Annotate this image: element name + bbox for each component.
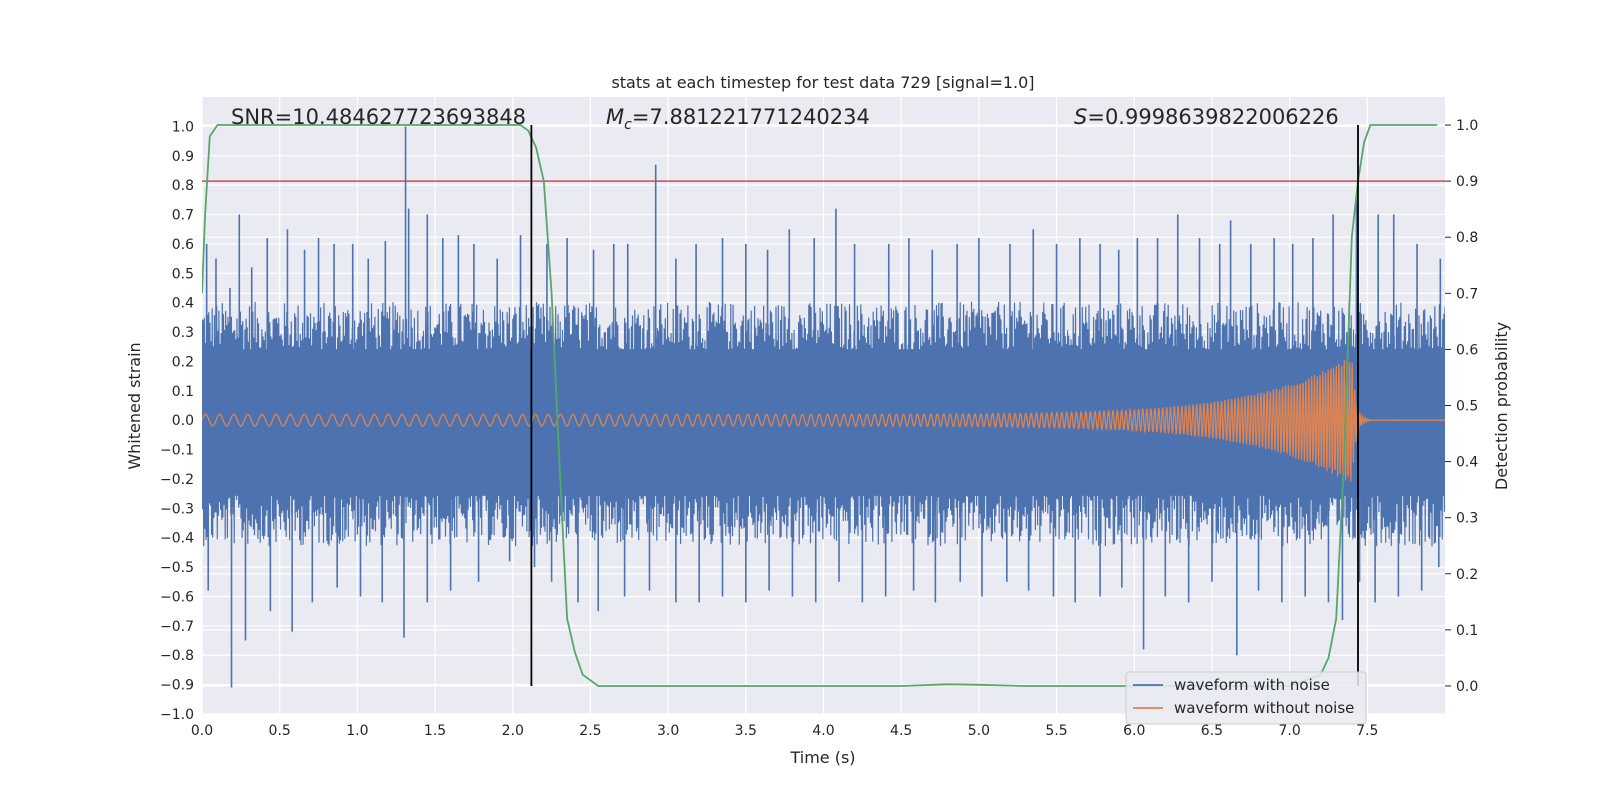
y-tick-label-left: −0.2 — [160, 472, 194, 488]
legend-label-clean: waveform without noise — [1174, 699, 1354, 717]
y-tick-label-right: 1.0 — [1456, 118, 1478, 134]
x-tick-label: 7.5 — [1356, 723, 1378, 739]
y-axis-label-right: Detection probability — [1492, 322, 1511, 490]
y-tick-label-left: 0.4 — [172, 296, 194, 312]
x-tick-label: 2.5 — [579, 723, 601, 739]
legend: waveform with noise waveform without noi… — [1125, 671, 1367, 725]
chirp-mass-value: =7.881221771240234 — [632, 105, 870, 129]
y-tick-label-left: 0.3 — [172, 325, 194, 341]
y-tick-label-left: 1.0 — [172, 119, 194, 135]
y-tick-label-right: 0.5 — [1456, 399, 1478, 415]
score-value: =0.9998639822006226 — [1087, 105, 1338, 129]
x-tick-label: 4.5 — [890, 723, 912, 739]
y-axis-left: −1.0 −0.9 −0.8 −0.7 −0.6 −0.5 −0.4 −0.3 −0.2 −0.1… — [160, 119, 194, 723]
y-tick-label-left: 0.7 — [172, 208, 194, 224]
y-tick-label-left: −0.4 — [160, 531, 194, 547]
x-tick-label: 6.5 — [1201, 723, 1223, 739]
chart-title: stats at each timestep for test data 729… — [611, 73, 1034, 92]
y-axis-label-left: Whitened strain — [125, 342, 144, 469]
x-tick-label: 0.5 — [269, 723, 291, 739]
x-tick-label: 1.0 — [346, 723, 368, 739]
x-tick-label: 4.0 — [812, 723, 834, 739]
score-symbol: S — [1074, 105, 1087, 129]
y-tick-label-right: 0.2 — [1456, 567, 1478, 583]
y-tick-label-left: 0.2 — [172, 354, 194, 370]
x-tick-label: 5.0 — [968, 723, 990, 739]
y-tick-label-left: −0.5 — [160, 560, 194, 576]
y-axis-right: 0.0 0.1 0.2 0.3 0.4 0.5 0.6 0.7 0.8 0.9 1.0 — [1445, 118, 1478, 695]
y-tick-label-left: −1.0 — [160, 707, 194, 723]
chirp-mass-subscript: c — [624, 117, 632, 133]
x-tick-label: 3.5 — [735, 723, 757, 739]
y-tick-label-right: 0.3 — [1456, 511, 1478, 527]
y-tick-label-left: 0.6 — [172, 237, 194, 253]
y-tick-label-left: −0.7 — [160, 619, 194, 635]
legend-label-noise: waveform with noise — [1174, 676, 1330, 694]
x-tick-label: 7.0 — [1278, 723, 1300, 739]
y-tick-label-right: 0.4 — [1456, 455, 1478, 471]
x-tick-label: 5.5 — [1045, 723, 1067, 739]
y-tick-label-left: −0.3 — [160, 501, 194, 517]
x-axis: 0.0 0.5 1.0 1.5 2.0 2.5 3.0 3.5 4.0 4.5 5.0 5.5 6.0 6… — [191, 723, 1379, 739]
x-tick-label: 0.0 — [191, 723, 213, 739]
y-tick-label-right: 0.1 — [1456, 623, 1478, 639]
series-detection-probability — [202, 124, 1438, 687]
legend-box — [1125, 671, 1367, 725]
y-tick-label-left: 0.9 — [172, 149, 194, 165]
x-tick-label: 1.5 — [424, 723, 446, 739]
y-tick-label-right: 0.6 — [1456, 342, 1478, 358]
chirp-mass-symbol: M — [606, 105, 624, 129]
x-tick-label: 6.0 — [1123, 723, 1145, 739]
snr-annotation: SNR=10.484627723693848 — [231, 105, 526, 129]
y-tick-label-right: 0.8 — [1456, 230, 1478, 246]
score-annotation: S=0.9998639822006226 — [1074, 105, 1339, 129]
x-tick-label: 3.0 — [657, 723, 679, 739]
y-tick-label-left: −0.8 — [160, 648, 194, 664]
plot-area — [202, 124, 1445, 688]
y-tick-label-left: −0.1 — [160, 443, 194, 459]
y-tick-label-left: −0.6 — [160, 589, 194, 605]
series-waveform-without-noise — [202, 359, 1445, 482]
y-tick-label-left: 0.0 — [172, 413, 194, 429]
y-tick-label-left: 0.8 — [172, 178, 194, 194]
y-tick-label-right: 0.7 — [1456, 286, 1478, 302]
y-tick-label-right: 0.0 — [1456, 679, 1478, 695]
x-tick-label: 2.0 — [502, 723, 524, 739]
y-tick-label-left: 0.1 — [172, 384, 194, 400]
x-axis-label: Time (s) — [789, 748, 855, 767]
chirp-mass-annotation: Mc=7.881221771240234 — [606, 105, 870, 133]
y-tick-label-left: 0.5 — [172, 266, 194, 282]
y-tick-label-left: −0.9 — [160, 678, 194, 694]
y-tick-label-right: 0.9 — [1456, 174, 1478, 190]
